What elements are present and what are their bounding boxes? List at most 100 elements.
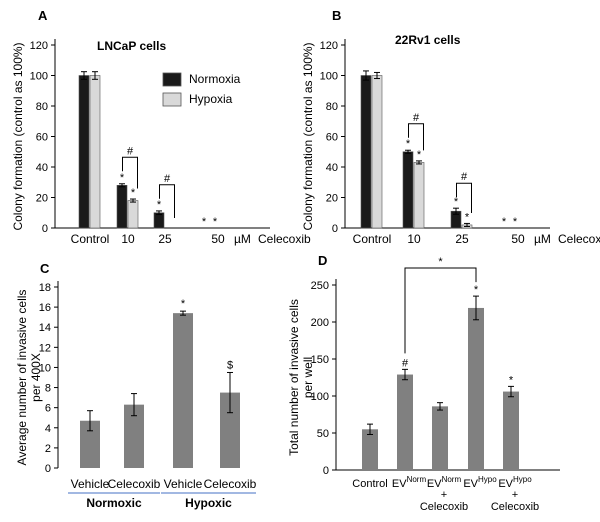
panel-a-letter: A xyxy=(38,8,48,23)
panel-b-bar-normoxia xyxy=(360,75,372,229)
panel-a-significance-mark: * xyxy=(157,199,162,211)
panel-a-bar-hypoxia xyxy=(89,75,101,229)
panel-d-bar xyxy=(503,391,519,470)
panel-b-bar-normoxia xyxy=(402,151,414,229)
panel-d-y-tick-label: 250 xyxy=(311,280,329,292)
panel-c-significance-mark: * xyxy=(181,298,186,310)
panel-d-x-category-superscript: Hypo xyxy=(478,475,497,484)
panel-a-comparison-bracket xyxy=(122,156,138,189)
panel-c-y-tick-label: 2 xyxy=(45,443,51,455)
panel-b-y-tick-label: 80 xyxy=(326,101,338,113)
panel-d-y-tick-label: 100 xyxy=(311,391,329,403)
panel-a-significance-mark: * xyxy=(202,216,207,228)
panel-c-group-label: Normoxic xyxy=(86,496,142,510)
panel-b-significance-mark: * xyxy=(465,211,470,223)
panel-b-unit-label: µM xyxy=(534,232,551,246)
panel-b-significance-mark: * xyxy=(454,196,459,208)
panel-a-legend-label-hypoxia: Hypoxia xyxy=(189,92,233,106)
panel-c-group-label: Hypoxic xyxy=(185,496,232,510)
panel-d-x-category-label: EVNorm xyxy=(392,475,427,490)
panel-a-x-category-label: 10 xyxy=(121,232,135,246)
panel-d-y-tick-label: 150 xyxy=(311,354,329,366)
panel-a-y-tick-label: 120 xyxy=(30,40,48,52)
panel-d-x-category-label: EVNorm xyxy=(427,475,462,490)
panel-d-bar xyxy=(362,429,378,470)
panel-c-x-category-label: Celecoxib xyxy=(204,477,257,491)
panel-a-y-tick-label: 40 xyxy=(36,162,48,174)
panel-c-letter: C xyxy=(40,261,50,276)
panel-c-y-label-line: per 400X xyxy=(29,353,43,402)
panel-c-y-tick-label: 16 xyxy=(39,302,51,314)
panel-a-unit-label: µM xyxy=(234,232,251,246)
panel-a-significance-mark: * xyxy=(213,216,218,228)
panel-a-bar-hypoxia xyxy=(127,200,139,229)
panel-d-y-label-line: per well xyxy=(301,357,315,398)
panel-a-legend-swatch-hypoxia xyxy=(162,92,182,107)
panel-d-x-category-extra: Celecoxib xyxy=(491,501,539,513)
panel-a-x-category-label: 50 xyxy=(211,232,225,246)
panel-a-significance-mark: * xyxy=(131,187,136,199)
panel-d-x-category-superscript: Hypo xyxy=(513,475,532,484)
panel-c-y-tick-label: 12 xyxy=(39,342,51,354)
panel-b-significance-mark: * xyxy=(406,138,411,150)
panel-b-y-tick-label: 60 xyxy=(326,132,338,144)
panel-c-y-tick-label: 8 xyxy=(45,383,51,395)
panel-b-x-category-label: 25 xyxy=(455,232,469,246)
panel-a-bracket-label: # xyxy=(127,145,134,157)
panel-a-legend-swatch-normoxia xyxy=(162,72,182,87)
panel-d-bar xyxy=(468,307,484,470)
panel-d-plus-sign: + xyxy=(441,489,447,501)
panel-d-plus-sign: + xyxy=(512,489,518,501)
panel-d-y-label: Total number of invasive cellsper well xyxy=(287,299,315,456)
panel-c-x-category-label: Vehicle xyxy=(71,477,110,491)
panel-d-x-category-superscript: Norm xyxy=(442,475,462,484)
panel-c-bar xyxy=(173,313,193,468)
panel-d-significance-mark: * xyxy=(509,374,514,386)
panel-d-x-category-extra: Celecoxib xyxy=(420,501,468,513)
panel-d-bracket-label: * xyxy=(438,256,443,268)
panel-d-significance-mark: * xyxy=(474,284,479,296)
panel-b-comparison-bracket xyxy=(456,182,472,213)
panel-b-significance-mark: * xyxy=(513,216,518,228)
panel-b-x-category-label: Control xyxy=(353,232,392,246)
panel-a-drug-label: Celecoxib xyxy=(258,232,311,246)
panel-b-bar-hypoxia xyxy=(413,162,425,229)
panel-d-y-label-line: Total number of invasive cells xyxy=(287,299,301,456)
panel-a-comparison-bracket xyxy=(159,184,175,218)
panel-c-y-tick-label: 6 xyxy=(45,403,51,415)
panel-d-bar xyxy=(397,374,413,470)
panel-b-y-tick-label: 0 xyxy=(332,223,338,235)
panel-a-x-category-label: Control xyxy=(71,232,110,246)
panel-a-y-tick-label: 20 xyxy=(36,193,48,205)
panel-d-x-category-superscript: Norm xyxy=(407,475,427,484)
panel-b-drug-label: Celecoxib xyxy=(558,232,600,246)
panel-a-bar-normoxia xyxy=(116,185,128,229)
panel-d-y-tick-label: 200 xyxy=(311,317,329,329)
panel-c-bar xyxy=(220,392,240,468)
panel-d-letter: D xyxy=(318,253,327,268)
panel-a-bar-normoxia xyxy=(78,75,90,229)
panel-c-y-tick-label: 0 xyxy=(45,463,51,475)
panel-a-legend-label-normoxia: Normoxia xyxy=(189,72,241,86)
panel-c-significance-mark: $ xyxy=(227,359,233,371)
panel-b-y-tick-label: 20 xyxy=(326,193,338,205)
panel-b-y-tick-label: 120 xyxy=(320,40,338,52)
panel-c-bar xyxy=(80,420,100,468)
panel-b-y-tick-label: 100 xyxy=(320,71,338,83)
panel-d-y-tick-label: 0 xyxy=(323,465,329,477)
panel-a-title: LNCaP cells xyxy=(97,39,166,53)
panel-d-y-tick-label: 50 xyxy=(317,428,329,440)
panel-c-bar xyxy=(124,404,144,468)
panel-b-significance-mark: * xyxy=(502,216,507,228)
panel-d-bar xyxy=(432,406,448,470)
panel-d-x-category-label: EVHypo xyxy=(463,475,497,490)
panel-a-y-label: Colony formation (control as 100%) xyxy=(11,42,25,230)
panel-a-bracket-label: # xyxy=(164,173,171,185)
panel-b-y-tick-label: 40 xyxy=(326,162,338,174)
panel-a-y-tick-label: 100 xyxy=(30,71,48,83)
panel-c-y-label-line: Average number of invasive cells xyxy=(15,290,29,466)
panel-d-comparison-bracket xyxy=(404,267,477,354)
panel-a-x-category-label: 25 xyxy=(158,232,172,246)
panel-c-y-tick-label: 4 xyxy=(45,423,51,435)
